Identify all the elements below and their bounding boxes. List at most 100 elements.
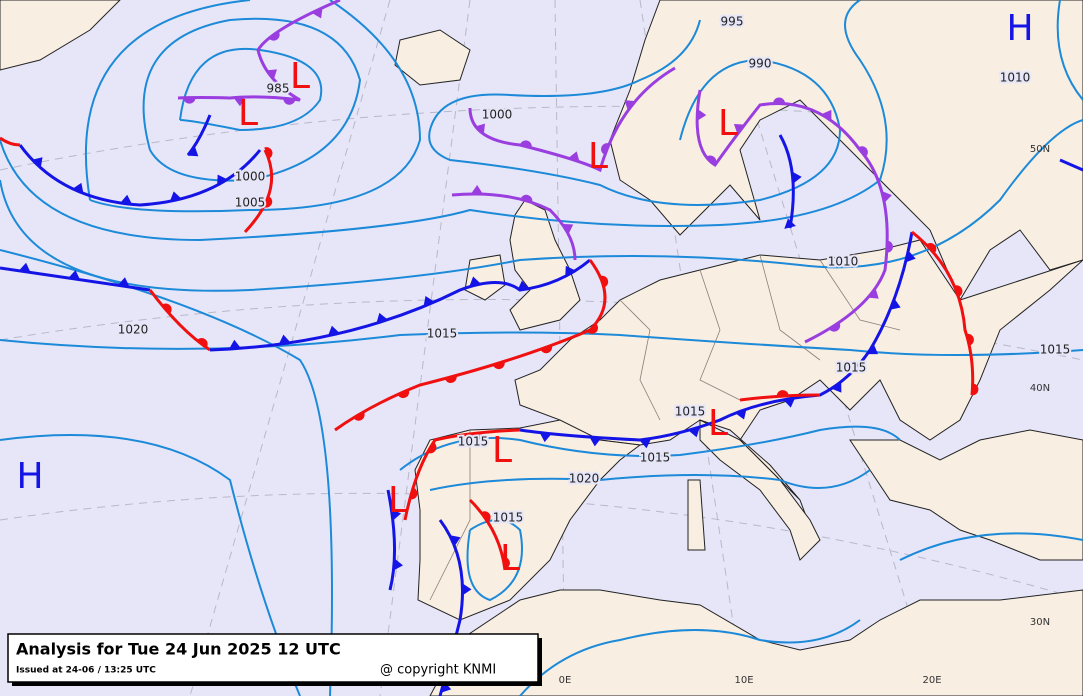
front-symbol (393, 558, 403, 571)
parallel (0, 492, 1083, 601)
isobar-label: 1015 (836, 361, 867, 375)
occluded-front (468, 66, 676, 173)
front-symbol (905, 250, 916, 263)
box (7, 633, 539, 683)
front-symbol (228, 339, 241, 350)
isobar (428, 19, 842, 206)
isobar-label: 1020 (569, 472, 600, 486)
front-symbol (263, 196, 273, 208)
low-center: L (388, 480, 408, 521)
front-symbol (31, 157, 43, 168)
front-symbol (68, 270, 81, 280)
front-symbol (773, 97, 786, 104)
issued-time: Issued at 24-06 / 13:25 UTC (16, 666, 156, 676)
corsica-sardinia (687, 479, 706, 551)
isobar-labels: 995 990 1010 985 1000 1000 1005 1010 102… (116, 13, 1073, 527)
isobar-label: 1015 (458, 435, 489, 449)
copyright: @ copyright KNMI (380, 663, 496, 678)
front-symbol (519, 140, 532, 148)
isobar-label: 1015 (675, 405, 706, 419)
front-symbol (639, 438, 652, 449)
front-symbol (954, 285, 963, 297)
warm-front (403, 230, 975, 571)
front-symbol (217, 174, 228, 186)
front-symbol (169, 191, 182, 202)
front-symbol (517, 280, 530, 291)
front-symbol (283, 98, 296, 105)
front-symbol (117, 277, 130, 288)
longitude-label: 20E (922, 675, 941, 686)
front-symbol (562, 223, 574, 235)
isobar (0, 249, 333, 696)
front-symbol (264, 147, 273, 159)
front-symbol (397, 389, 410, 399)
warm-front (148, 289, 211, 352)
isobar-label: 1020 (118, 323, 149, 337)
longitude-label: 0E (559, 675, 572, 686)
front-symbol (858, 146, 868, 157)
front-symbol (376, 312, 388, 324)
pressure-centers: H H L L L L L L L L (16, 8, 1033, 579)
front-symbol (881, 191, 892, 203)
isobar-label: 1015 (640, 451, 671, 465)
front-symbol (161, 303, 172, 315)
latitude-label: 40N (1030, 383, 1050, 394)
front-symbol (589, 436, 602, 447)
front-symbol (120, 194, 133, 205)
isobar (85, 0, 422, 213)
isobar-label: 985 (267, 82, 290, 96)
front-symbol (587, 324, 598, 334)
front-symbol (278, 334, 291, 345)
title-box: Analysis for Tue 24 Jun 2025 12 UTC Issu… (7, 633, 542, 686)
front-symbol (18, 262, 31, 273)
front-symbol (470, 185, 483, 195)
latitude-label: 30N (1030, 617, 1050, 628)
front-symbol (867, 344, 878, 355)
map-title: Analysis for Tue 24 Jun 2025 12 UTC (16, 640, 341, 659)
great-britain (509, 199, 581, 331)
occluded-front (451, 192, 577, 261)
front-symbol (449, 535, 461, 547)
front-symbol (474, 123, 486, 135)
front-symbol (784, 218, 796, 229)
front-symbol (469, 276, 482, 287)
latitude-label: 50N (1030, 144, 1050, 155)
isobar-label: 1015 (493, 511, 524, 525)
isobar (0, 119, 1083, 292)
front-symbol (183, 97, 196, 104)
isobar-label: 995 (721, 15, 744, 29)
front-symbol (311, 7, 323, 19)
front-symbol (776, 390, 789, 397)
warm-front (0, 136, 274, 234)
italy (699, 419, 821, 561)
front-symbol (971, 383, 979, 396)
low-center: L (708, 403, 728, 444)
country-border (429, 254, 901, 601)
front-symbol (886, 240, 893, 253)
front-symbol (409, 487, 418, 500)
iberia (414, 419, 642, 621)
front-symbol (792, 171, 802, 184)
ireland (464, 254, 506, 301)
front-symbol (462, 583, 472, 596)
isobar-label: 1000 (235, 170, 266, 184)
front-symbol (624, 100, 636, 111)
high-center: H (1006, 8, 1033, 49)
low-center: L (500, 538, 520, 579)
greenland (0, 0, 121, 71)
front-symbol (783, 397, 796, 408)
front-symbol (502, 557, 510, 569)
front-symbol (966, 333, 974, 346)
isobar (519, 619, 861, 696)
front-symbol (353, 411, 365, 421)
balkans-turkey (849, 429, 1083, 561)
front-symbol (705, 155, 717, 166)
low-center: L (492, 430, 512, 471)
africa (429, 589, 1083, 696)
front-symbol (829, 322, 841, 332)
isobar-label: 1010 (1000, 71, 1031, 85)
front-symbol (520, 194, 533, 203)
